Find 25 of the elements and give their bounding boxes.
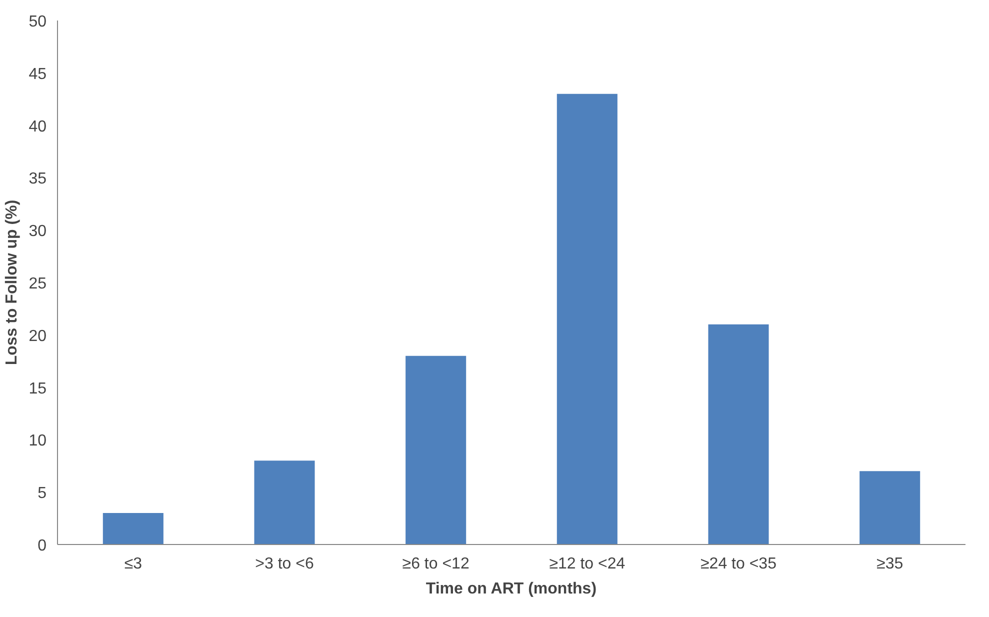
y-tick-label: 45 [28,66,47,83]
x-tick-label: ≥12 to <24 [549,556,626,572]
bar [102,513,164,544]
x-axis-title: Time on ART (months) [426,580,597,598]
x-tick-label: ≥35 [876,556,904,572]
x-tick-label: ≥6 to <12 [402,556,470,572]
bar [406,356,466,544]
y-tick-label: 50 [28,14,47,30]
y-tick-label: 10 [28,432,47,450]
y-tick-label: 0 [38,538,47,554]
x-tick-label: >3 to <6 [255,556,314,572]
y-tick-label: 5 [38,485,47,502]
bar [254,460,315,544]
y-tick-label: 35 [28,170,47,188]
bar [860,471,920,544]
y-tick-label: 30 [28,223,47,240]
x-tick-label: ≤3 [124,556,142,572]
bar [556,94,618,544]
bar [708,324,769,544]
y-tick-label: 20 [28,328,47,345]
x-tick-label: ≥24 to <35 [700,556,777,572]
y-tick-label: 25 [28,276,47,292]
y-tick-label: 15 [28,380,47,398]
y-axis-title: Loss to Follow up (%) [4,200,21,366]
y-tick-label: 40 [28,118,47,136]
